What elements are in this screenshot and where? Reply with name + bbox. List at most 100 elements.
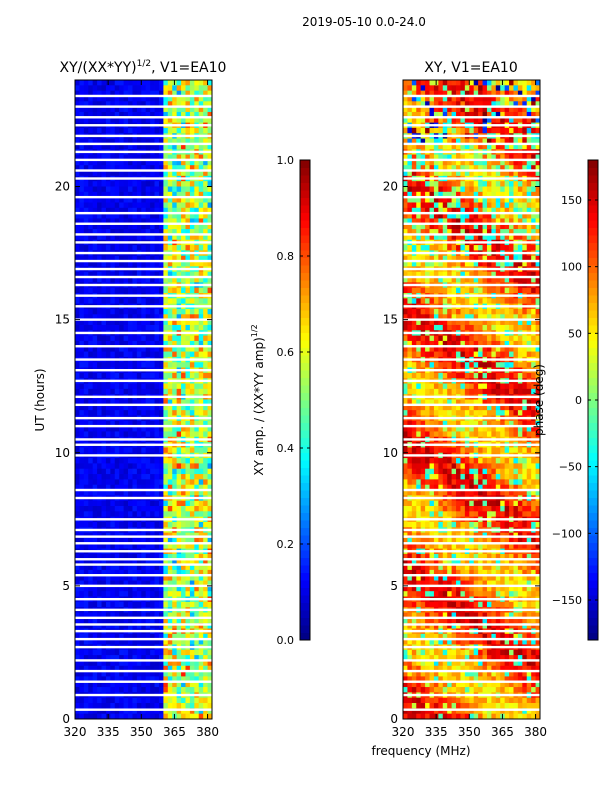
phase-heatmap-cell (486, 261, 492, 267)
amp-heatmap-cell (163, 319, 169, 326)
amp-colorbar-segment (300, 565, 310, 573)
phase-heatmap-cell (526, 229, 532, 235)
amp-heatmap-cell (172, 277, 178, 283)
amp-heatmap-cell (88, 665, 94, 672)
amp-heatmap-cell (176, 101, 182, 108)
amp-heatmap-cell (79, 479, 85, 486)
amp-heatmap-cell (105, 335, 111, 342)
phase-heatmap-cell (500, 127, 506, 134)
phase-heatmap-cell (486, 223, 492, 230)
amp-heatmap-cell (203, 468, 208, 475)
amp-heatmap-cell (123, 708, 129, 715)
amp-heatmap-cell (181, 649, 186, 656)
phase-heatmap-cell (460, 143, 466, 150)
phase-heatmap-cell (469, 234, 475, 241)
amp-heatmap-cell (79, 213, 85, 219)
phase-heatmap-cell (535, 186, 541, 193)
amp-heatmap-cell (88, 671, 94, 677)
phase-heatmap-cell (513, 202, 519, 209)
amp-heatmap-cell (181, 591, 186, 597)
amp-heatmap-cell (128, 90, 133, 97)
amp-heatmap-cell (114, 234, 120, 241)
amp-heatmap-cell (92, 506, 98, 512)
amp-heatmap-cell (75, 197, 80, 203)
amp-heatmap-cell (92, 372, 98, 379)
phase-heatmap-cell (535, 111, 541, 118)
amp-heatmap-cell (141, 106, 147, 113)
amp-heatmap-cell (158, 665, 164, 672)
amp-heatmap-cell (189, 665, 195, 672)
amp-heatmap-cell (141, 591, 147, 597)
amp-heatmap-cell (119, 106, 125, 113)
phase-heatmap-cell (416, 127, 422, 134)
amp-heatmap-cell (92, 277, 98, 283)
amp-heatmap-cell (198, 671, 204, 677)
amp-heatmap-cell (185, 474, 191, 480)
amp-heatmap-cell (123, 111, 129, 118)
phase-heatmap-cell (517, 197, 523, 203)
amp-heatmap-cell (194, 319, 200, 326)
phase-heatmap-cell (411, 117, 417, 124)
phase-heatmap-cell (495, 202, 501, 209)
amp-heatmap-cell (176, 649, 182, 656)
amp-heatmap-cell (79, 665, 85, 672)
phase-heatmap-cell (473, 80, 479, 86)
amp-heatmap-cell (154, 234, 160, 241)
phase-heatmap-cell (522, 90, 528, 97)
amp-heatmap-cell (194, 335, 200, 342)
amp-heatmap-cell (203, 500, 208, 507)
amp-heatmap-cell (189, 500, 195, 507)
amp-heatmap-cell (158, 165, 164, 171)
amp-heatmap-cell (172, 671, 178, 677)
amp-heatmap-cell (181, 170, 186, 177)
phase-heatmap-cell (504, 202, 510, 209)
amp-heatmap-cell (172, 340, 178, 347)
amp-heatmap-cell (119, 426, 125, 432)
amp-heatmap-cell (92, 165, 98, 171)
amp-heatmap-cell (110, 143, 116, 150)
amp-heatmap-cell (198, 474, 204, 480)
phase-heatmap-cell (473, 117, 479, 124)
amp-heatmap-cell (181, 213, 186, 219)
amp-heatmap-cell (150, 277, 155, 283)
amp-heatmap-cell (132, 95, 138, 102)
phase-heatmap-cell (517, 170, 523, 177)
phase-heatmap-cell (451, 165, 457, 171)
amp-heatmap-cell (105, 271, 111, 278)
amp-heatmap-cell (185, 271, 191, 278)
phase-heatmap-cell (500, 229, 506, 235)
phase-heatmap-cell (486, 165, 492, 171)
amp-heatmap-cell (105, 245, 111, 251)
phase-heatmap-cell (486, 245, 492, 251)
phase-heatmap-cell (447, 143, 453, 150)
amp-heatmap-cell (88, 426, 94, 432)
phase-heatmap-cell (473, 143, 479, 150)
amp-heatmap-cell (105, 564, 111, 571)
amp-heatmap-cell (172, 223, 178, 230)
amp-heatmap-cell (189, 181, 195, 187)
amp-heatmap-cell (163, 335, 169, 342)
phase-heatmap-cell (416, 90, 422, 97)
amp-heatmap-cell (167, 681, 173, 688)
phase-heatmap-cell (509, 101, 514, 108)
amp-heatmap-cell (207, 101, 213, 108)
phase-heatmap-cell (420, 85, 426, 92)
amp-heatmap-cell (119, 202, 125, 209)
amp-heatmap-cell (141, 213, 147, 219)
amp-heatmap-cell (181, 388, 186, 395)
amp-heatmap-cell (88, 170, 94, 177)
amp-flagged-row (75, 124, 212, 127)
amp-heatmap-cell (189, 585, 195, 592)
amp-heatmap-cell (167, 649, 173, 656)
phase-heatmap-cell (420, 154, 426, 161)
amp-heatmap-cell (181, 410, 186, 416)
phase-heatmap-cell (500, 191, 506, 198)
phase-heatmap-cell (456, 223, 461, 230)
phase-heatmap-cell (526, 159, 532, 166)
amp-heatmap-cell (176, 506, 182, 512)
amp-heatmap-cell (203, 143, 208, 150)
amp-heatmap-cell (158, 601, 164, 608)
amp-heatmap-cell (97, 612, 102, 619)
amp-heatmap-cell (189, 197, 195, 203)
amp-colorbar-segment (300, 340, 310, 348)
